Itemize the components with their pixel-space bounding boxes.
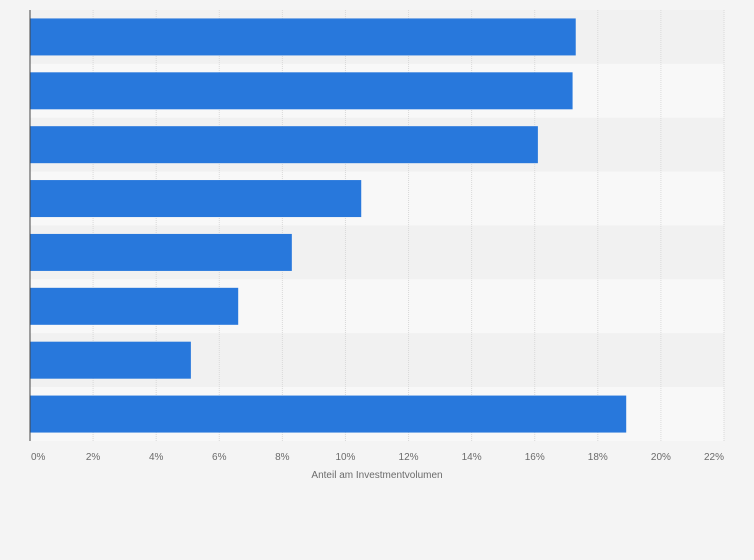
x-tick-label: 16% xyxy=(525,452,545,463)
x-tick-labels: 0% 2% 4% 6% 8% 10% 12% 14% 16% 18% 20% 22% xyxy=(31,452,724,463)
x-tick-label: 4% xyxy=(149,452,164,463)
bar xyxy=(30,233,292,271)
x-tick-label: 14% xyxy=(462,452,482,463)
bar xyxy=(30,126,538,164)
bar xyxy=(30,72,573,110)
x-axis-title: Anteil am Investmentvolumen xyxy=(311,470,442,481)
x-tick-label: 2% xyxy=(86,452,101,463)
bar xyxy=(30,395,627,433)
x-tick-label: 8% xyxy=(275,452,290,463)
bar xyxy=(30,341,191,379)
x-tick-label: 12% xyxy=(399,452,419,463)
x-tick-label: 6% xyxy=(212,452,227,463)
bar xyxy=(30,287,239,325)
bar xyxy=(30,180,362,218)
bar xyxy=(30,18,576,56)
x-tick-label: 18% xyxy=(588,452,608,463)
bars xyxy=(30,18,627,433)
x-tick-label: 0% xyxy=(31,452,46,463)
x-tick-label: 22% xyxy=(704,452,724,463)
x-tick-label: 20% xyxy=(651,452,671,463)
x-tick-label: 10% xyxy=(335,452,355,463)
